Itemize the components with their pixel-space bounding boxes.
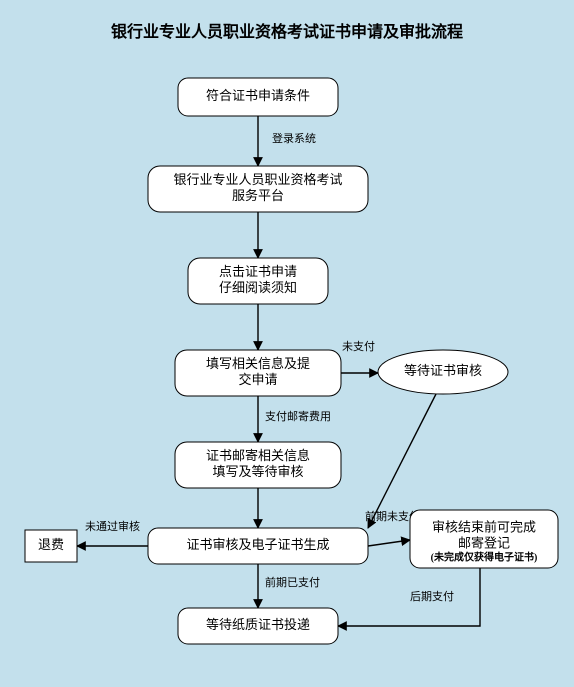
node-label: 填写相关信息及提 [206,356,310,371]
edge-label: 前期已支付 [265,575,320,589]
node-label: 审核结束前可完成 [432,519,536,534]
node-sublabel: (未完成仅获得电子证书) [431,550,538,563]
node-label: 填写及等待审核 [212,464,303,479]
node-label: 点击证书申请 [219,264,297,279]
flowchart-page: 银行业专业人员职业资格考试证书申请及审批流程 登录系统支付邮寄费用前期已支付未支… [0,0,574,687]
node-label: 仔细阅读须知 [219,280,297,295]
node-label: 等待证书审核 [404,363,482,378]
node-label: 服务平台 [232,188,284,203]
edge [338,568,480,626]
edge-label: 登录系统 [272,131,316,145]
edge-label: 支付邮寄费用 [265,409,331,423]
flowchart-canvas: 登录系统支付邮寄费用前期已支付未支付前期未支付后期支付未通过审核符合证书申请条件… [0,0,574,687]
node-label: 交申请 [238,372,277,387]
edge [368,394,436,528]
node-label: 银行业专业人员职业资格考试 [173,172,342,187]
node-label: 证书邮寄相关信息 [206,448,310,463]
edge [368,540,410,546]
node-label: 符合证书申请条件 [206,88,310,103]
node-label: 退费 [38,537,64,552]
node-label: 等待纸质证书投递 [206,617,310,632]
node-label: 证书审核及电子证书生成 [186,537,329,552]
edge-label: 未支付 [342,340,375,353]
edge-label: 未通过审核 [85,519,140,533]
node-label: 邮寄登记 [458,535,510,550]
edge-label: 后期支付 [410,590,454,603]
